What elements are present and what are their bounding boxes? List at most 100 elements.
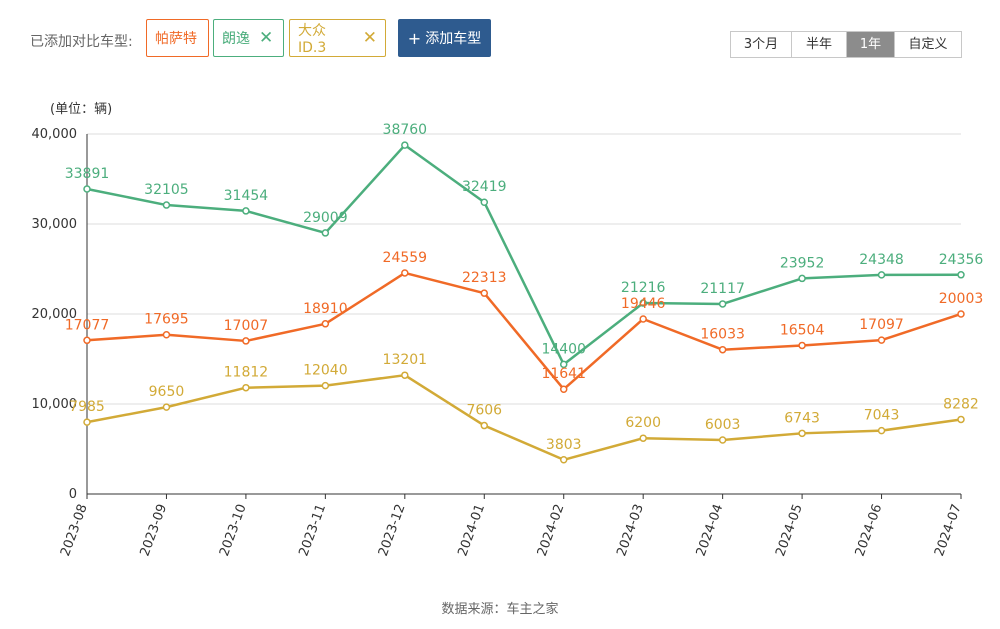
- data-point: [718, 345, 727, 354]
- data-label: 24356: [939, 252, 984, 268]
- add-car-button[interactable]: + 添加车型: [398, 19, 491, 57]
- x-tick-label: 2023-09: [138, 502, 171, 558]
- data-label: 9650: [149, 384, 185, 400]
- data-label: 13201: [383, 352, 428, 368]
- range-custom[interactable]: 自定义: [895, 32, 961, 57]
- data-label: 6003: [705, 417, 741, 433]
- data-label: 20003: [939, 291, 984, 307]
- x-tick-label: 2024-02: [535, 502, 568, 558]
- data-point: [798, 429, 806, 438]
- data-label: 12040: [303, 363, 348, 379]
- compare-toolbar: 已添加对比车型: 帕萨特 朗逸 ✕ 大众ID.3 ✕ + 添加车型 3个月 半年…: [0, 0, 1000, 80]
- data-label: 33891: [65, 166, 110, 182]
- x-tick-label: 2023-08: [58, 502, 91, 558]
- data-label: 8282: [943, 396, 979, 412]
- data-label: 11641: [541, 366, 586, 382]
- data-point: [401, 269, 409, 277]
- data-label: 17077: [65, 317, 110, 333]
- data-point: [639, 434, 647, 442]
- data-label: 16033: [700, 327, 745, 343]
- time-range-selector: 3个月 半年 1年 自定义: [730, 31, 962, 58]
- data-point: [798, 274, 806, 283]
- data-point: [321, 229, 330, 237]
- car-tag-name: 朗逸: [222, 31, 250, 47]
- data-source-note: 数据来源：车主之家: [441, 602, 559, 617]
- data-point: [401, 141, 409, 149]
- data-point: [83, 336, 91, 345]
- data-point: [559, 456, 568, 464]
- data-label: 7606: [466, 403, 502, 419]
- x-tick-label: 2023-12: [376, 502, 409, 558]
- range-3-months[interactable]: 3个月: [731, 32, 792, 57]
- compare-label: 已添加对比车型:: [30, 34, 133, 50]
- range-1-year[interactable]: 1年: [847, 32, 895, 57]
- add-car-label: 添加车型: [425, 31, 482, 47]
- x-tick-label: 2024-04: [694, 502, 727, 558]
- data-point: [718, 436, 727, 444]
- data-label: 17695: [144, 312, 189, 328]
- data-point: [480, 289, 489, 297]
- data-label: 23952: [780, 255, 825, 271]
- data-point: [321, 320, 330, 328]
- data-label: 6743: [784, 410, 820, 426]
- data-point: [957, 271, 965, 279]
- data-label: 24348: [859, 252, 904, 268]
- y-axis-unit-label: (单位：辆): [50, 102, 113, 117]
- data-label: 24559: [383, 250, 428, 266]
- data-point: [401, 371, 409, 379]
- data-label: 19446: [621, 296, 666, 312]
- y-tick-label: 30,000: [32, 217, 78, 232]
- x-tick-label: 2024-01: [455, 502, 488, 558]
- data-point: [480, 421, 489, 430]
- data-label: 17007: [224, 318, 269, 334]
- data-point: [321, 381, 330, 390]
- data-point: [162, 201, 171, 209]
- data-label: 7985: [69, 399, 105, 415]
- data-label: 7043: [864, 408, 900, 424]
- data-label: 32419: [462, 179, 507, 195]
- plus-icon: +: [407, 28, 422, 48]
- data-point: [559, 385, 568, 393]
- car-tag-name: 大众ID.3: [298, 23, 327, 56]
- x-tick-label: 2023-10: [217, 502, 250, 558]
- data-label: 31454: [224, 188, 269, 204]
- close-icon[interactable]: ✕: [259, 27, 274, 48]
- data-point: [242, 337, 250, 345]
- x-tick-label: 2023-11: [296, 502, 329, 558]
- data-point: [639, 315, 647, 323]
- car-tag-id3[interactable]: 大众ID.3 ✕: [289, 19, 386, 57]
- data-point: [957, 415, 965, 424]
- data-point: [798, 341, 806, 350]
- data-label: 11812: [224, 365, 269, 381]
- data-point: [559, 360, 568, 369]
- y-tick-label: 40,000: [32, 127, 78, 142]
- data-point: [83, 185, 91, 193]
- y-tick-label: 0: [69, 487, 77, 502]
- data-point: [877, 336, 886, 344]
- data-point: [162, 330, 171, 339]
- data-label: 3803: [546, 437, 582, 453]
- y-tick-label: 20,000: [32, 307, 78, 322]
- data-label: 32105: [144, 182, 189, 198]
- data-label: 18910: [303, 301, 348, 317]
- data-point: [877, 271, 886, 279]
- x-tick-label: 2024-06: [853, 502, 886, 558]
- series-line: [86, 271, 962, 391]
- data-label: 38760: [383, 122, 428, 138]
- x-tick-label: 2024-05: [773, 502, 806, 558]
- data-label: 6200: [625, 415, 661, 431]
- car-tag-name: 帕萨特: [155, 31, 197, 47]
- data-point: [242, 207, 250, 215]
- x-tick-label: 2024-03: [614, 502, 647, 558]
- data-point: [957, 310, 965, 318]
- data-point: [242, 383, 250, 392]
- x-tick-label: 2024-07: [932, 502, 965, 558]
- series-line: [86, 143, 962, 366]
- range-half-year[interactable]: 半年: [792, 32, 847, 57]
- data-point: [162, 403, 171, 411]
- data-label: 14400: [541, 341, 586, 357]
- car-tag-lavida[interactable]: 朗逸 ✕: [213, 19, 284, 57]
- car-tag-passat[interactable]: 帕萨特: [146, 19, 209, 57]
- close-icon[interactable]: ✕: [362, 27, 377, 48]
